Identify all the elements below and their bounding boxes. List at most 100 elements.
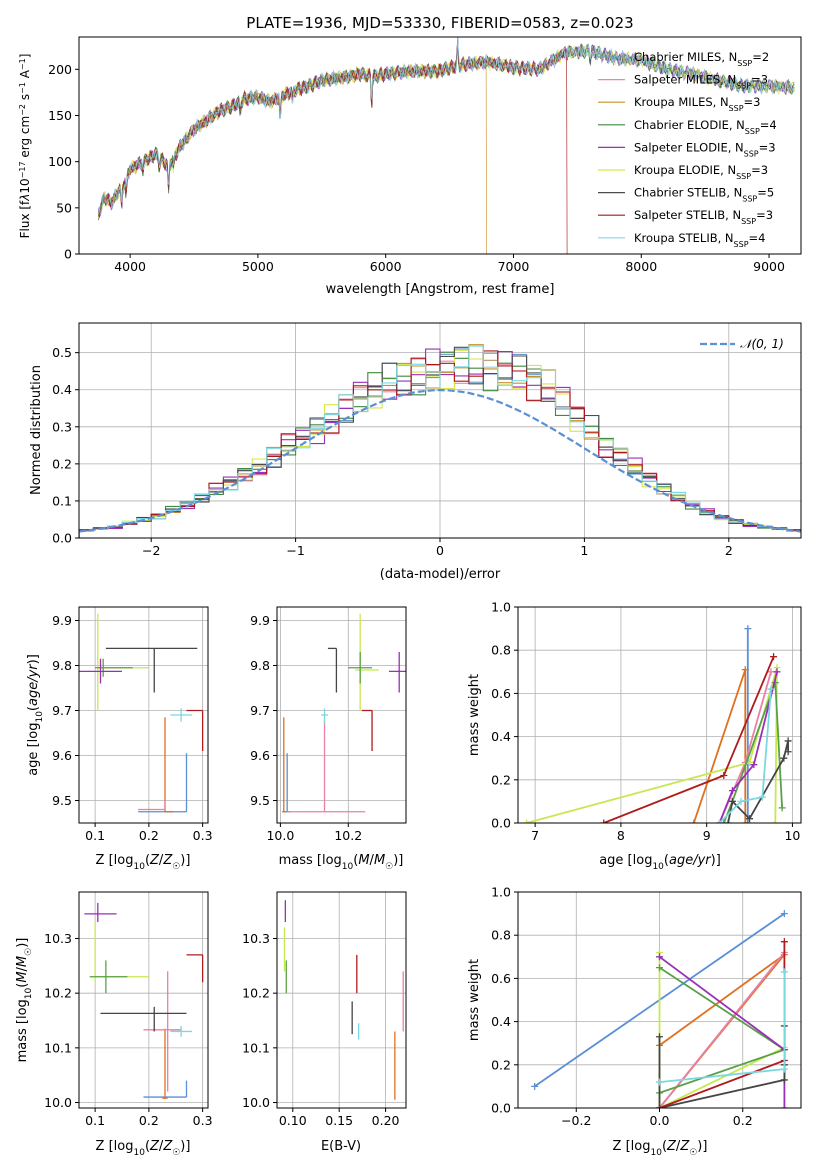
residuals-ylabel: Normed distribution [29,365,44,495]
weight-marker [600,819,608,823]
plot-area [523,625,792,823]
z-age-ylabel: age [log10(age/yr)] [26,654,45,776]
x-tick-label: 0.3 [193,1113,213,1128]
x-tick-label: 8000 [625,259,657,274]
y-tick-label: 9.9 [250,613,270,628]
ebv-mass-xlabel: E(B-V) [321,1139,361,1154]
y-tick-label: 10.1 [242,1040,270,1055]
x-tick-label: 0 [436,543,444,558]
weight-series-line [659,971,786,1083]
plot-area [79,344,801,538]
mass-age-panel: 10.0 10.2 9.5 9.6 9.7 9.8 9.9 [250,606,407,843]
x-tick-label: 0.0 [650,1113,670,1128]
y-tick-label: 0.6 [491,971,511,986]
axes-frame [78,606,209,824]
weight-marker [780,1104,788,1108]
x-tick-label: 0.2 [139,1113,159,1128]
weight-series-line [718,689,772,823]
weight-marker [720,819,728,823]
x-tick-label: 0.10 [279,1113,307,1128]
legend-tail: =3 [744,95,761,109]
y-tick-label: 10.0 [44,1095,72,1110]
weight-marker [780,968,788,976]
legend-label: Kroupa ELODIE, NSSP=3 [634,163,768,181]
spectrum-series-line [97,38,795,215]
x-tick-label: 7000 [498,259,530,274]
weight-marker [716,819,724,823]
z-age-panel: 0.1 0.2 0.3 9.5 9.6 9.7 9.8 9.9 [52,606,213,843]
legend-label: Chabrier STELIB, NSSP=5 [634,186,774,204]
x-tick-label: −1 [286,543,304,558]
y-tick-label: 9.8 [250,658,270,673]
y-tick-label: 9.7 [52,703,72,718]
y-tick-label: 100 [48,154,72,169]
weight-marker [750,761,758,769]
y-tick-label: 0.3 [52,419,72,434]
x-tick-label: 10.2 [334,828,362,843]
weight-marker [656,964,663,972]
weight-marker [771,819,779,823]
age-weight-xlabel: age [log10(age/yr)] [599,853,721,872]
weight-marker [770,653,778,661]
legend-label: Chabrier MILES, NSSP=2 [634,50,769,68]
spectrum-series-line [97,40,568,254]
y-tick-label: 0.5 [52,345,72,360]
weight-marker [656,1033,663,1041]
weight-marker [784,748,792,756]
x-tick-label: 5000 [242,259,274,274]
y-tick-label: 0.8 [491,643,511,658]
x-tick-label: 0.2 [733,1113,753,1128]
y-tick-label: 9.5 [250,793,270,808]
spectrum-xlabel: wavelength [Angstrom, rest frame] [326,282,555,297]
z-mass-panel: 0.1 0.2 0.3 10.0 10.1 10.2 10.3 [44,891,213,1128]
y-tick-label: 0.8 [491,928,511,943]
y-tick-label: 9.6 [52,748,72,763]
x-tick-label: 8 [617,828,625,843]
plot-area [531,910,788,1108]
legend-label: Kroupa MILES, NSSP=3 [634,95,760,113]
x-tick-label: 4000 [114,259,146,274]
z-weight-ylabel: mass weight [467,959,482,1041]
plot-area [84,902,204,1099]
y-tick-label: 0.2 [491,1057,511,1072]
weight-marker [780,938,788,946]
x-tick-label: 1 [580,543,588,558]
y-tick-label: 9.5 [52,793,72,808]
weight-series-line [722,682,783,823]
residuals-panel: −2 −1 0 1 2 0.0 0.1 0.2 0.3 0.4 0.5 𝒩(0, 1) [52,322,802,558]
weight-marker [744,819,752,823]
plot-area [283,900,404,1100]
y-tick-label: 0.2 [52,456,72,471]
y-tick-label: 9.9 [52,613,72,628]
z-age-xlabel: Z [log10(Z/Z☉)] [96,853,191,872]
spectrum-ylabel: Flux [fλ10−17 erg cm−2 s−1 A−1] [18,54,33,239]
legend-sub: SSP [745,126,760,135]
y-tick-label: 10.2 [44,986,72,1001]
weight-marker [656,1078,663,1086]
x-tick-label: 2 [725,543,733,558]
plot-area [282,613,406,813]
weight-marker [690,819,698,823]
y-tick-label: 9.6 [250,748,270,763]
legend-label: Salpeter MILES, NSSP=3 [634,73,768,91]
plot-area [97,37,795,254]
weight-marker [741,819,749,823]
x-tick-label: 10.0 [266,828,294,843]
legend-tail: =5 [757,186,774,200]
residuals-xlabel: (data-model)/error [380,567,501,582]
y-tick-label: 9.7 [250,703,270,718]
weight-marker [656,953,663,961]
x-tick-label: 9000 [753,259,785,274]
legend-sub: SSP [729,104,744,113]
x-tick-label: 0.3 [193,828,213,843]
x-tick-label: 9 [703,828,711,843]
x-tick-label: 0.1 [85,1113,105,1128]
weight-series-line [658,952,785,1108]
weight-series-line [659,941,786,1108]
weight-marker [737,797,745,805]
legend-label: Salpeter STELIB, NSSP=3 [634,208,773,226]
x-tick-label: −2 [142,543,160,558]
weight-marker [784,737,792,745]
y-tick-label: 10.2 [242,986,270,1001]
y-tick-label: 0.6 [491,686,511,701]
